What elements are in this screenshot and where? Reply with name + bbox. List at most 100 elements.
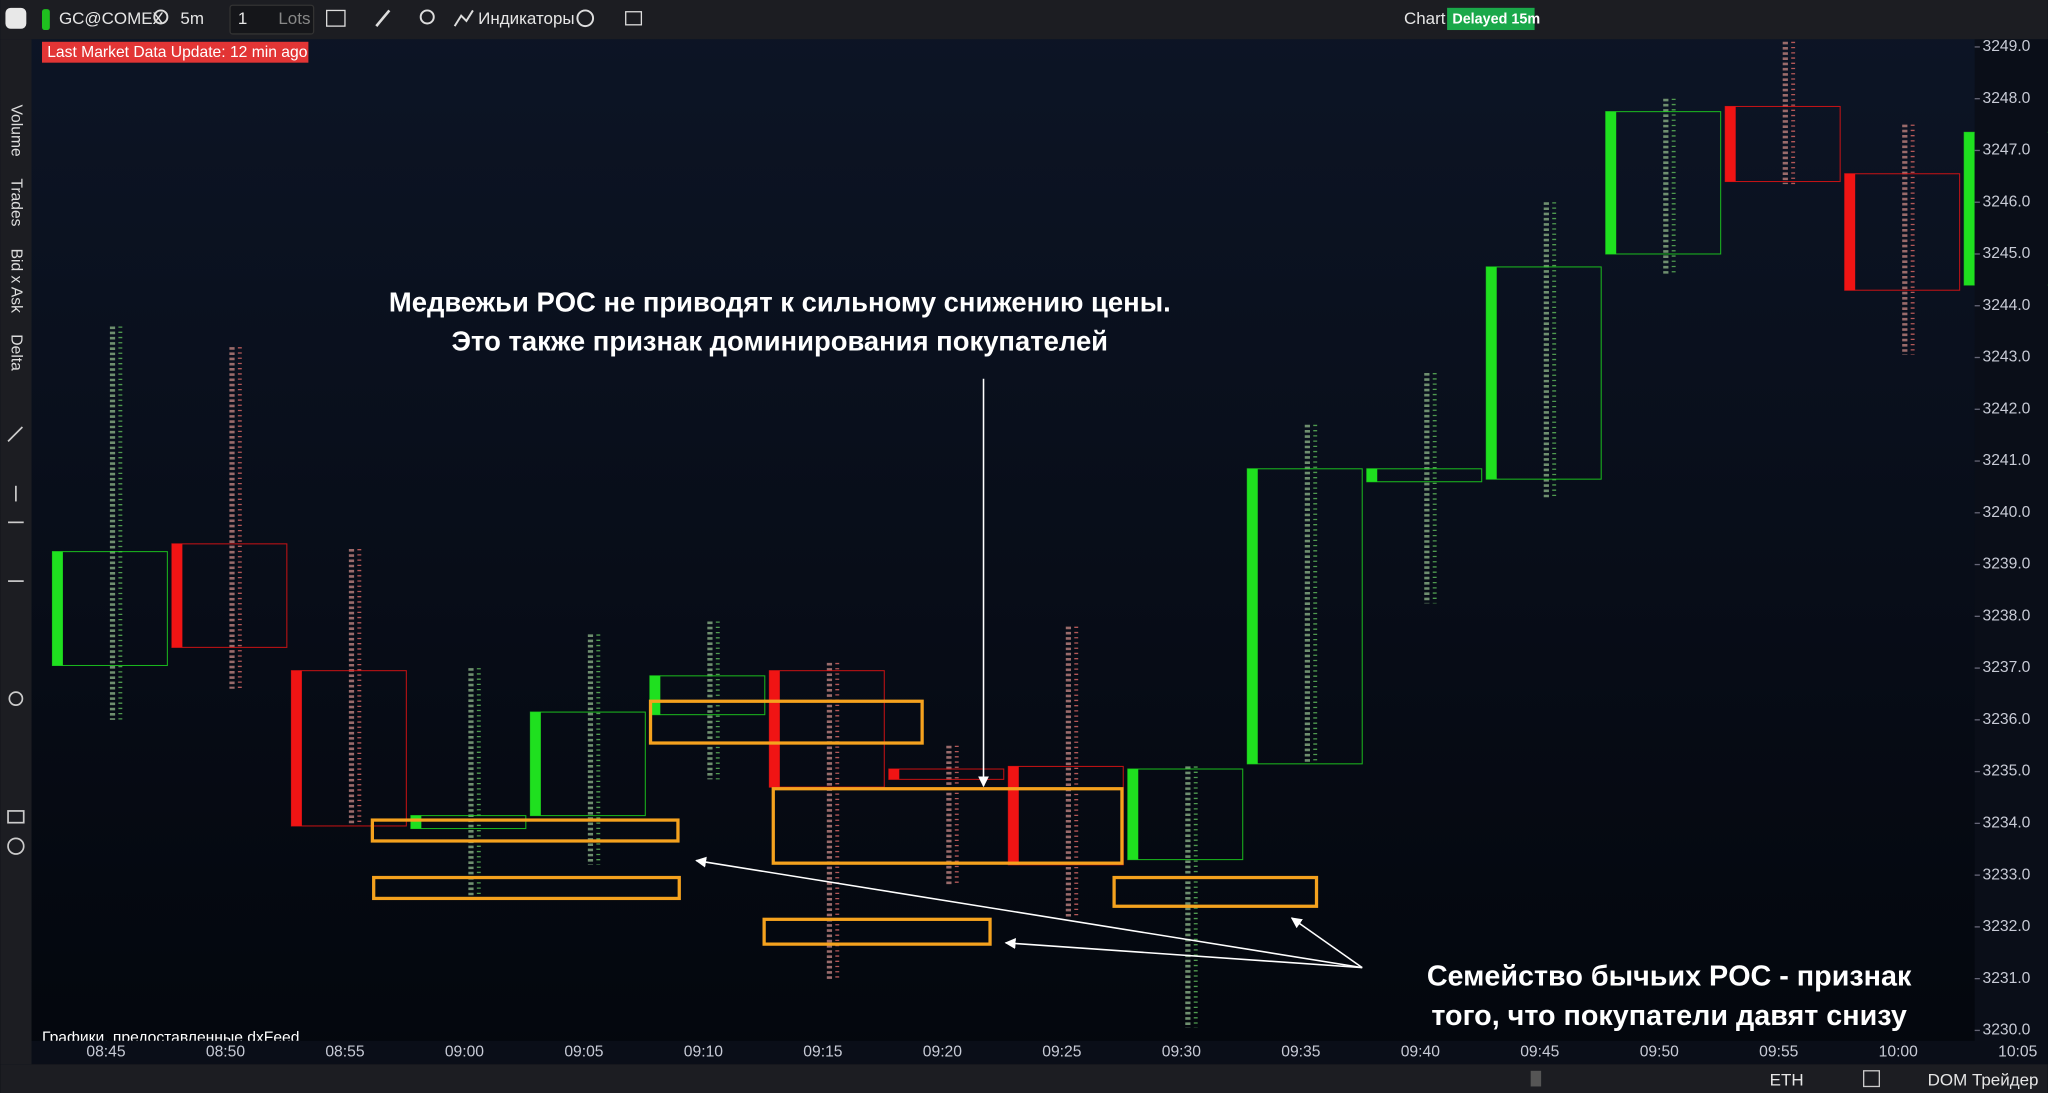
banner-bg bbox=[41, 41, 309, 63]
candle-body bbox=[1605, 111, 1617, 254]
y-tick-label: 3247.0 bbox=[1982, 142, 2030, 159]
delay-badge bbox=[1447, 7, 1535, 31]
indicators-icon[interactable] bbox=[453, 9, 474, 27]
x-tick-label: 09:25 bbox=[1042, 1044, 1081, 1061]
y-tick-label: 3235.0 bbox=[1982, 763, 2030, 780]
candle-body bbox=[888, 769, 900, 780]
y-tick-label: 3238.0 bbox=[1982, 607, 2030, 624]
y-tick-label: 3230.0 bbox=[1982, 1022, 2030, 1039]
annotation-text: того, что покупатели давят снизу bbox=[1431, 1000, 1906, 1032]
x-tick-label: 09:35 bbox=[1281, 1044, 1320, 1061]
annotation-text: Медвежьи POC не приводят к сильному сниж… bbox=[389, 287, 1171, 318]
x-tick-label: 09:45 bbox=[1520, 1044, 1559, 1061]
highlight-box bbox=[372, 875, 681, 901]
chart-label: Chart bbox=[1404, 9, 1446, 28]
side-toolbar bbox=[0, 39, 32, 1065]
tool-icon[interactable] bbox=[8, 691, 24, 707]
scroll-thumb[interactable] bbox=[1530, 1070, 1542, 1087]
x-tick-label: 08:55 bbox=[325, 1044, 364, 1061]
x-tick-label: 08:45 bbox=[86, 1044, 125, 1061]
interval[interactable]: 5m bbox=[180, 9, 204, 28]
status-dot bbox=[41, 9, 50, 31]
highlight-box bbox=[648, 699, 924, 745]
candle-body bbox=[769, 670, 780, 788]
y-tick-label: 3237.0 bbox=[1982, 659, 2030, 676]
indicators[interactable]: Индикаторы bbox=[478, 9, 574, 28]
candle-body bbox=[530, 712, 541, 816]
y-tick-label: 3236.0 bbox=[1982, 711, 2030, 728]
candle-body bbox=[1247, 468, 1258, 764]
annotation-text: Это также признак доминирования покупате… bbox=[452, 326, 1108, 357]
delay: Delayed 15m bbox=[1452, 11, 1540, 27]
y-tick-label: 3249.0 bbox=[1982, 38, 2030, 55]
y-tick-label: 3233.0 bbox=[1982, 866, 2030, 883]
y-tick-label: 3241.0 bbox=[1982, 452, 2030, 469]
highlights bbox=[370, 699, 1319, 946]
highlight-box bbox=[1112, 875, 1319, 908]
candle-body bbox=[649, 675, 661, 715]
quantity[interactable]: 1 bbox=[238, 9, 247, 28]
crosshair-icon[interactable] bbox=[576, 9, 595, 28]
tool-icon[interactable] bbox=[7, 810, 25, 824]
dom-button[interactable]: DOM Трейдер bbox=[1928, 1071, 2039, 1090]
y-tick-label: 3245.0 bbox=[1982, 245, 2030, 262]
y-tick-label: 3234.0 bbox=[1982, 815, 2030, 832]
axes: 3230.0 3231.0 3232.0 3233.0 3234.0 3235.0 3236… bbox=[86, 38, 2037, 1061]
y-tick-label: 3244.0 bbox=[1982, 297, 2030, 314]
x-tick-label: 09:00 bbox=[445, 1044, 484, 1061]
x-tick-label: 09:10 bbox=[684, 1044, 723, 1061]
layout-icon[interactable] bbox=[625, 11, 643, 26]
y-tick-label: 3240.0 bbox=[1982, 504, 2030, 521]
panel-label[interactable]: Trades bbox=[8, 178, 25, 226]
y-tick-label: 3239.0 bbox=[1982, 556, 2030, 573]
calendar-icon[interactable] bbox=[1863, 1070, 1880, 1088]
x-tick-label: 09:40 bbox=[1401, 1044, 1440, 1061]
session[interactable]: ETH bbox=[1770, 1071, 1804, 1090]
x-tick-label: 09:50 bbox=[1640, 1044, 1679, 1061]
highlight-box bbox=[370, 818, 680, 843]
symbol[interactable]: GC@COMEX bbox=[59, 9, 164, 28]
zoom-icon[interactable] bbox=[419, 9, 435, 25]
status-bar bbox=[0, 1064, 2048, 1093]
x-tick-label: 09:15 bbox=[803, 1044, 842, 1061]
y-tick-label: 3232.0 bbox=[1982, 918, 2030, 935]
y-tick-label: 3242.0 bbox=[1982, 400, 2030, 417]
x-tick-label: 09:30 bbox=[1162, 1044, 1201, 1061]
x-tick-label: 09:05 bbox=[564, 1044, 603, 1061]
side-panels: Volume Trades Bid x Ask Delta bbox=[8, 104, 25, 371]
arrow bbox=[695, 856, 1363, 969]
banner: Last Market Data Update: 12 min ago bbox=[47, 44, 308, 61]
panel-label[interactable]: Delta bbox=[8, 334, 25, 371]
candle-body bbox=[171, 543, 183, 648]
x-tick-label: 09:20 bbox=[923, 1044, 962, 1061]
candle-body bbox=[291, 670, 302, 826]
annotations: Медвежьи POC не приводят к сильному сниж… bbox=[389, 287, 1912, 1032]
drawing-tools bbox=[7, 426, 25, 855]
panel-label[interactable]: Volume bbox=[8, 104, 25, 157]
x-tick-label: 09:55 bbox=[1759, 1044, 1798, 1061]
toolbar bbox=[0, 0, 2048, 40]
panel-label[interactable]: Bid x Ask bbox=[8, 249, 25, 314]
time-axis bbox=[0, 1040, 2048, 1065]
chart-type-icon[interactable] bbox=[326, 9, 346, 27]
candle-body bbox=[1725, 106, 1736, 182]
price-axis bbox=[1974, 39, 2048, 1065]
draw-icon[interactable] bbox=[375, 9, 391, 27]
candle-body bbox=[52, 551, 63, 666]
highlight-box bbox=[762, 917, 992, 946]
quantity-field[interactable] bbox=[229, 4, 315, 35]
annotation-text: Семейство бычьих POC - признак bbox=[1427, 961, 1912, 993]
logo[interactable] bbox=[5, 7, 27, 29]
x-tick-label: 08:50 bbox=[206, 1044, 245, 1061]
y-tick-label: 3246.0 bbox=[1982, 193, 2030, 210]
arrow bbox=[1290, 917, 1363, 969]
tool-icon[interactable] bbox=[7, 837, 25, 855]
tool-icon[interactable] bbox=[7, 426, 24, 442]
arrow bbox=[1004, 938, 1363, 969]
candle-body bbox=[1366, 468, 1378, 482]
search-icon[interactable] bbox=[153, 9, 169, 25]
candle-body bbox=[1964, 132, 1975, 286]
candle-body bbox=[1844, 173, 1856, 291]
